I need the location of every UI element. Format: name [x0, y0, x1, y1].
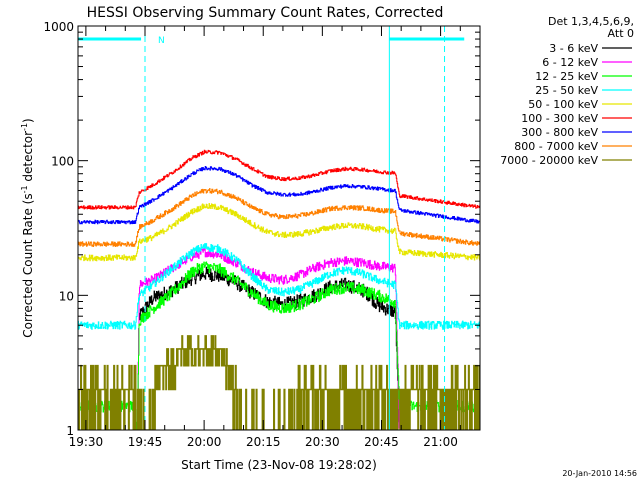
- footer-timestamp: 20-Jan-2010 14:56: [562, 469, 637, 478]
- chart-title: HESSI Observing Summary Count Rates, Cor…: [87, 5, 444, 21]
- night-label: N: [158, 36, 165, 46]
- y-label-mid: detector: [21, 131, 35, 186]
- x-tick-label: 20:30: [305, 435, 340, 449]
- x-tick-label: 19:30: [69, 435, 104, 449]
- series-layer: [78, 150, 480, 430]
- legend-label-1: 3 - 6 keV: [549, 42, 598, 55]
- legend-header-line2: Att 0: [608, 27, 634, 40]
- y-tick-label: 100: [51, 155, 74, 169]
- x-tick-label: 21:00: [423, 435, 458, 449]
- legend-label-6: 100 - 300 keV: [521, 112, 598, 125]
- y-tick-label: 1000: [43, 20, 74, 34]
- series-line-6: [78, 150, 480, 209]
- x-tick-label: 20:00: [187, 435, 222, 449]
- legend-label-3: 12 - 25 keV: [535, 70, 598, 83]
- legend-label-9: 7000 - 20000 keV: [500, 154, 598, 167]
- plot-area: N: [78, 26, 480, 430]
- x-tick-label: 20:45: [364, 435, 399, 449]
- series-line-4: [78, 244, 480, 330]
- y-label-sup1: -1: [20, 185, 29, 193]
- x-axis-label: Start Time (23-Nov-08 19:28:02): [181, 458, 377, 472]
- legend-label-4: 25 - 50 keV: [535, 84, 598, 97]
- y-label-suffix: ): [21, 118, 35, 123]
- y-label-prefix: Corrected Count Rate (s: [21, 193, 35, 337]
- legend-label-7: 300 - 800 keV: [521, 126, 598, 139]
- legend-label-2: 6 - 12 keV: [542, 56, 598, 69]
- legend-label-8: 800 - 7000 keV: [514, 140, 598, 153]
- legend-label-5: 50 - 100 keV: [528, 98, 598, 111]
- y-axis-label: Corrected Count Rate (s-1 detector-1): [20, 118, 35, 337]
- y-tick-label: 10: [59, 289, 74, 303]
- x-tick-label: 19:45: [128, 435, 163, 449]
- x-tick-label: 20:15: [246, 435, 281, 449]
- y-label-sup2: -1: [20, 123, 29, 131]
